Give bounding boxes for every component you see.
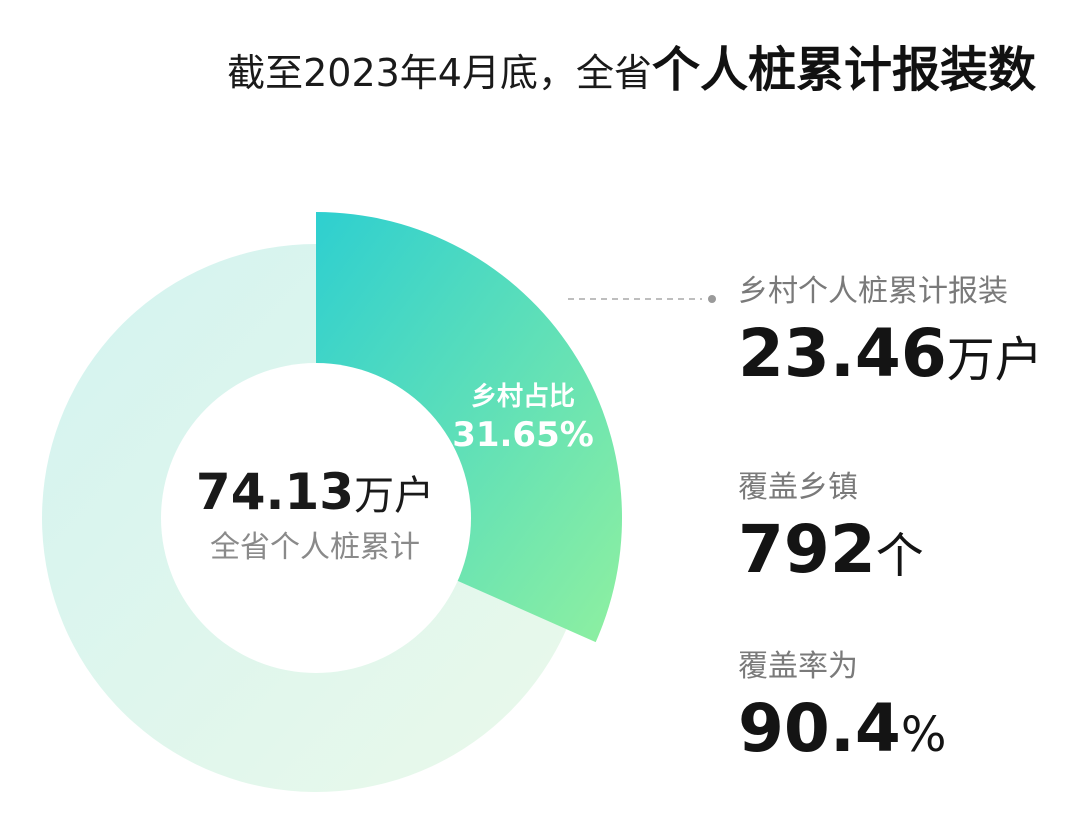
stat-value: 792个: [738, 510, 924, 596]
stat-label: 覆盖乡镇: [738, 470, 858, 505]
rural-share-value: 31.65%: [452, 415, 594, 455]
stat-number: 792: [738, 511, 876, 588]
stat-label: 覆盖率为: [738, 649, 858, 684]
stat-value: 23.46万户: [738, 314, 1043, 400]
page-title: 截至2023年4月底，全省个人桩累计报装数: [227, 38, 1036, 113]
donut-slice-rural: [316, 212, 623, 643]
stat-rural-installs: 乡村个人桩累计报装 23.46万户: [738, 270, 1043, 400]
stat-unit: 万户: [946, 332, 1043, 388]
donut-center-hole: [161, 363, 471, 673]
donut-slice-rest: [42, 244, 567, 792]
donut-center-label: 74.13万户 全省个人桩累计: [160, 462, 470, 568]
stat-value: 90.4%: [738, 689, 946, 775]
total-unit: 万户: [354, 473, 435, 519]
total-label: 全省个人桩累计: [210, 530, 420, 565]
stat-unit: %: [900, 707, 947, 763]
leader-dot: [708, 295, 716, 303]
stat-number: 90.4: [738, 690, 901, 767]
stat-number: 23.46: [738, 315, 947, 392]
rural-share-title: 乡村占比: [470, 382, 575, 412]
total-number: 74.13: [195, 463, 355, 521]
stat-unit: 个: [875, 528, 924, 584]
title-prefix: 截至2023年4月底，全省: [227, 51, 652, 95]
rural-share-label: 乡村占比 31.65%: [448, 380, 598, 456]
stat-towns-covered: 覆盖乡镇 792个: [738, 466, 924, 596]
stat-label: 乡村个人桩累计报装: [738, 274, 1008, 309]
total-value: 74.13万户: [160, 462, 470, 526]
stat-coverage-rate: 覆盖率为 90.4%: [738, 645, 946, 775]
title-emphasis: 个人桩累计报装数: [651, 42, 1036, 98]
